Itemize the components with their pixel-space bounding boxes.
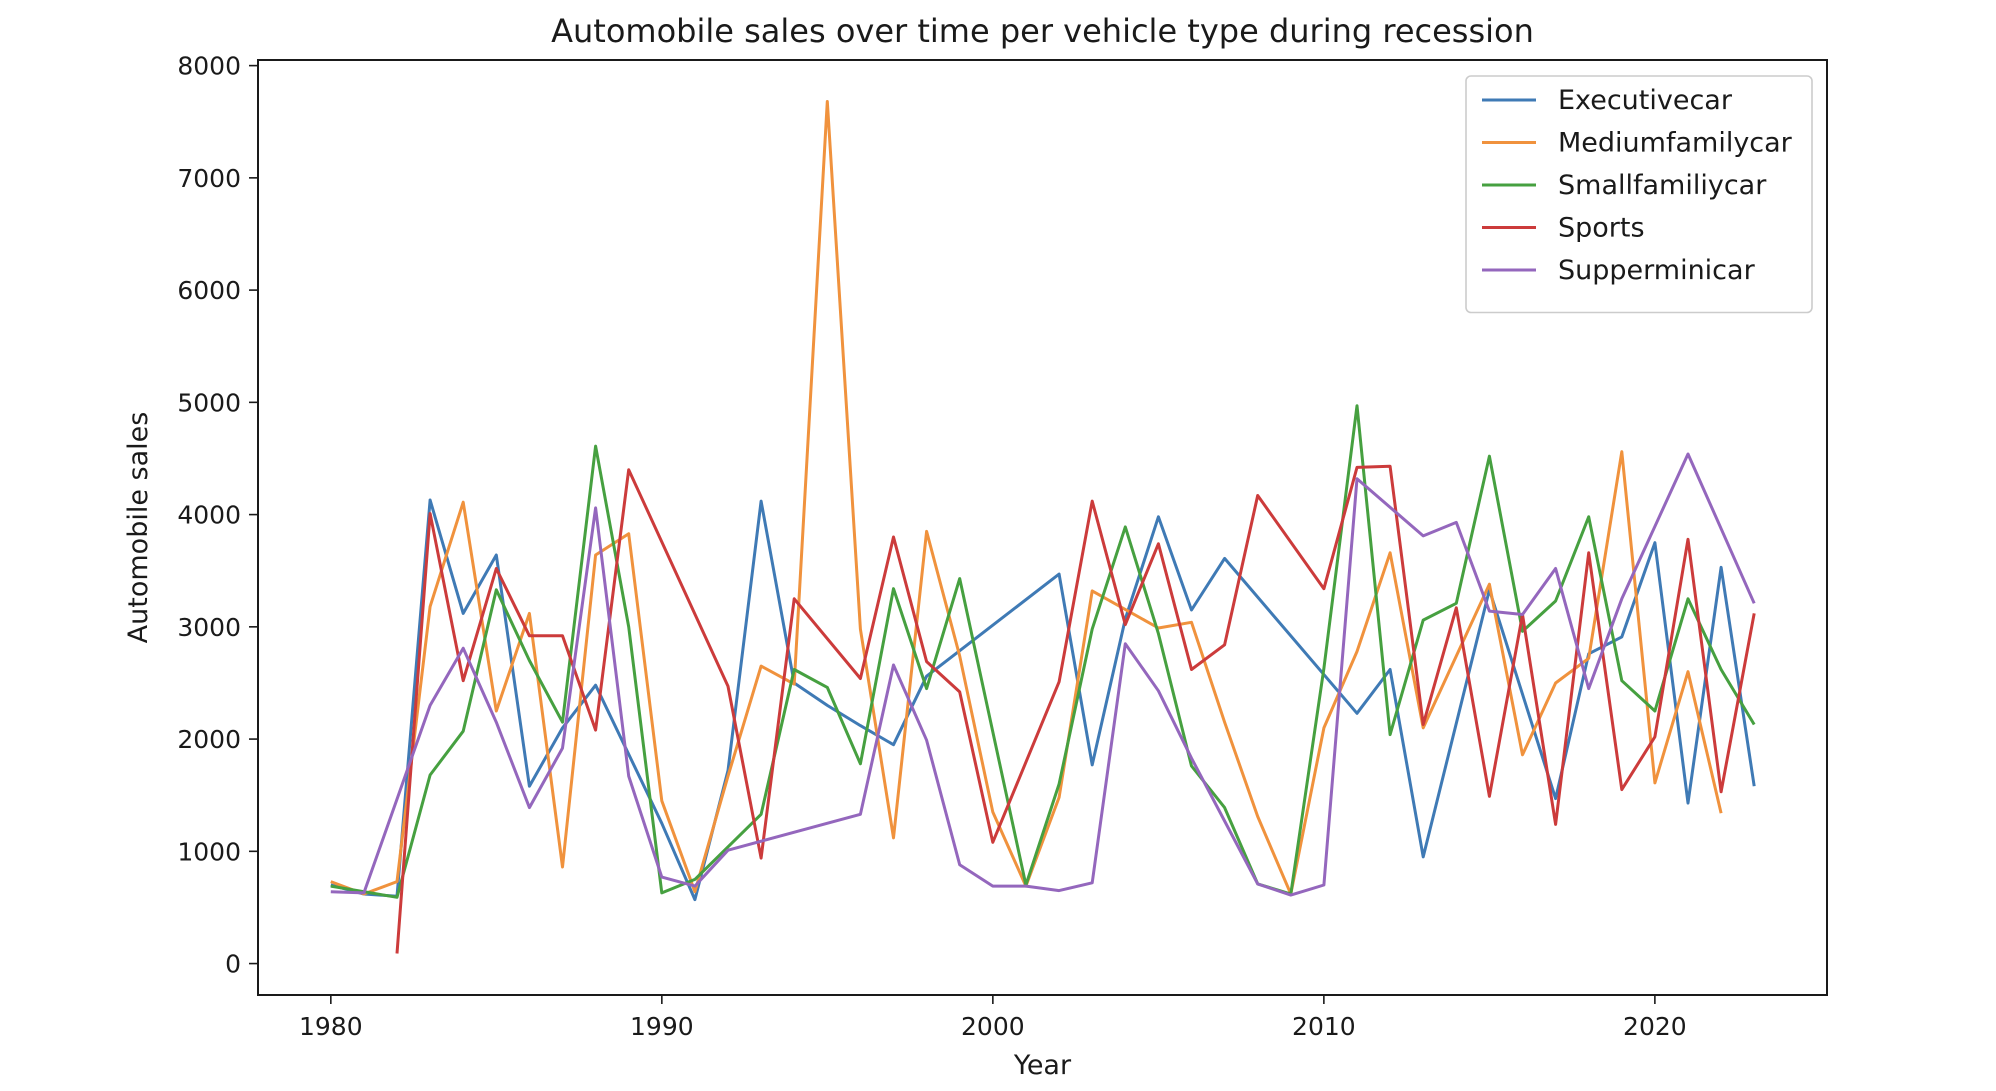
chart-title: Automobile sales over time per vehicle t… — [551, 12, 1534, 50]
legend-label: Executivecar — [1558, 85, 1733, 116]
series-line-mediumfamilycar — [330, 100, 1723, 896]
legend-label: Sports — [1558, 213, 1645, 244]
y-tick-label: 0 — [225, 950, 241, 979]
y-tick-label: 8000 — [177, 52, 241, 81]
series-line-supperminicar — [330, 452, 1756, 897]
x-axis-label: Year — [1013, 1050, 1072, 1081]
x-tick-label: 2020 — [1623, 1012, 1687, 1041]
x-tick-label: 2010 — [1292, 1012, 1356, 1041]
legend-label: Mediumfamilycar — [1558, 128, 1793, 159]
legend-label: Supperminicar — [1558, 255, 1756, 286]
y-tick-label: 5000 — [177, 388, 241, 417]
y-axis-label: Automobile sales — [123, 412, 154, 644]
legend-box — [1465, 75, 1813, 314]
x-axis: 1980 1990 2000 2010 2020 — [299, 995, 1687, 1041]
y-tick-label: 2000 — [177, 725, 241, 754]
x-tick-label: 1990 — [630, 1012, 694, 1041]
x-tick-label: 2000 — [961, 1012, 1025, 1041]
series-lines — [330, 100, 1756, 954]
y-tick-label: 1000 — [177, 837, 241, 866]
y-tick-label: 4000 — [177, 501, 241, 530]
series-line-smallfamiliycar — [330, 404, 1756, 899]
legend-label: Smallfamiliycar — [1558, 170, 1767, 201]
series-line-sports — [395, 464, 1756, 954]
plot-frame — [257, 59, 1828, 996]
y-tick-label: 6000 — [177, 276, 241, 305]
y-tick-label: 3000 — [177, 613, 241, 642]
x-tick-label: 1980 — [299, 1012, 363, 1041]
y-axis: 0 1000 2000 3000 4000 5000 6000 7000 8000 — [177, 52, 258, 979]
y-tick-label: 7000 — [177, 164, 241, 193]
legend: Executivecar Mediumfamilycar Smallfamiliyc… — [1465, 75, 1813, 314]
series-line-executivecar — [330, 498, 1756, 902]
